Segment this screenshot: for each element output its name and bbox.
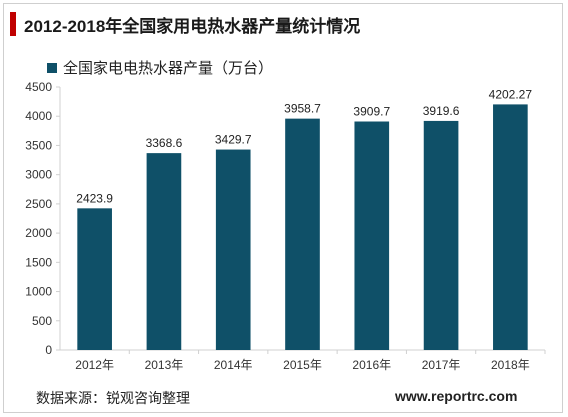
bar [146, 153, 182, 350]
x-tick-label: 2015年 [283, 358, 322, 372]
x-tick-label: 2018年 [491, 358, 530, 372]
source-note: 数据来源：锐观咨询整理 [36, 390, 190, 406]
bar-value-label: 3368.6 [146, 136, 183, 150]
bar [77, 208, 112, 350]
bar [354, 121, 390, 350]
title-accent-bar [10, 12, 16, 36]
bar [285, 118, 320, 350]
chart-frame [3, 3, 563, 413]
website-label: www.reportrc.com [395, 388, 518, 404]
bar [493, 104, 528, 350]
x-tick-label: 2014年 [214, 358, 253, 372]
x-tick-label: 2012年 [75, 358, 114, 372]
bar-value-label: 4202.27 [489, 87, 533, 101]
bar [215, 149, 251, 350]
chart-title: 2012-2018年全国家用电热水器产量统计情况 [24, 16, 361, 36]
x-tick-label: 2017年 [422, 358, 461, 372]
bar-value-label: 3429.7 [215, 133, 252, 147]
y-tick-label: 3500 [25, 138, 52, 152]
y-tick-label: 500 [32, 314, 52, 328]
legend-label: 全国家电电热水器产量（万台） [63, 60, 274, 77]
y-tick-label: 4500 [25, 80, 52, 94]
legend-swatch [47, 62, 57, 73]
bar-value-label: 3909.7 [353, 104, 390, 118]
y-tick-label: 3000 [25, 168, 52, 182]
y-tick-label: 0 [45, 343, 52, 357]
y-tick-label: 1500 [25, 255, 52, 269]
y-tick-label: 2000 [25, 226, 52, 240]
bar-value-label: 3919.6 [423, 104, 460, 118]
y-tick-label: 1000 [25, 285, 52, 299]
legend: 全国家电电热水器产量（万台） [47, 57, 273, 78]
bar-value-label: 2423.9 [76, 191, 113, 205]
title-area: 2012-2018年全国家用电热水器产量统计情况 [10, 11, 360, 37]
bar [423, 120, 459, 350]
y-tick-label: 4000 [25, 109, 52, 123]
x-tick-label: 2013年 [145, 358, 184, 372]
y-tick-label: 2500 [25, 197, 52, 211]
bar-value-label: 3958.7 [284, 102, 321, 116]
x-tick-label: 2016年 [352, 358, 391, 372]
